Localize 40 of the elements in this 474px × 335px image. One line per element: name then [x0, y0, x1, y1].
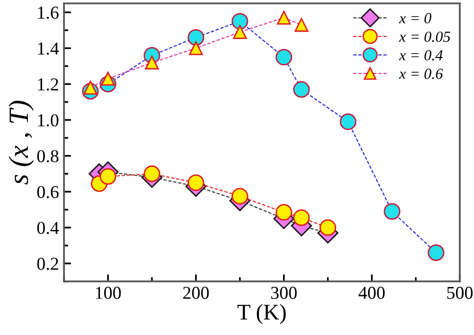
x-tick-label: 500 — [447, 286, 473, 299]
point — [340, 113, 356, 130]
y-tick-label: 1.6 — [38, 6, 59, 19]
point — [428, 244, 444, 262]
x-tick-label: 100 — [96, 286, 121, 299]
point — [294, 18, 308, 32]
point — [293, 81, 310, 98]
y-tick-label: 0.6 — [37, 186, 59, 198]
x-tick-label: 300 — [271, 286, 297, 299]
point — [276, 204, 292, 221]
y-tick-label: 0.2 — [37, 258, 58, 270]
x-axis-title: T (K) — [237, 304, 286, 324]
point — [232, 25, 247, 39]
y-tick-label: 1.4 — [38, 42, 59, 55]
point — [188, 41, 203, 56]
point — [188, 174, 204, 192]
x-tick-label: 200 — [183, 286, 209, 299]
point — [100, 168, 116, 185]
legend-label: x = 0.05 — [398, 32, 450, 42]
y-tick-label: 0.8 — [37, 150, 58, 162]
legend-label: x = 0 — [398, 13, 432, 24]
y-tick-label: 1.2 — [38, 78, 58, 91]
point — [293, 209, 310, 226]
point — [276, 10, 291, 25]
point — [188, 29, 204, 46]
point — [83, 80, 98, 95]
y-tick-label: 0.4 — [37, 222, 59, 234]
point — [232, 188, 248, 205]
point — [276, 48, 292, 66]
point — [101, 72, 115, 86]
y-axis-title: s (x , T) — [8, 100, 34, 184]
point — [144, 165, 160, 182]
point — [384, 203, 400, 220]
y-tick-label: 1.0 — [38, 114, 58, 126]
legend-label: x = 0.6 — [398, 68, 443, 80]
point — [320, 219, 336, 236]
point — [232, 12, 248, 30]
point — [145, 56, 159, 70]
x-tick-label: 400 — [358, 286, 385, 299]
legend-label: x = 0.4 — [398, 50, 443, 60]
